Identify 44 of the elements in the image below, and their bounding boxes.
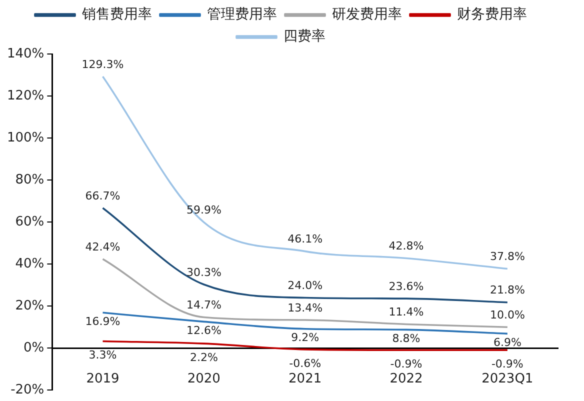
legend-label: 销售费用率 bbox=[81, 6, 152, 23]
y-tick-label: 140% bbox=[6, 46, 44, 62]
y-tick-label: 100% bbox=[6, 130, 44, 146]
data-label: 21.8% bbox=[490, 284, 525, 297]
x-tick-label: 2022 bbox=[390, 371, 423, 386]
x-tick-label: 2021 bbox=[288, 371, 322, 386]
data-label: 24.0% bbox=[288, 279, 323, 292]
legend-label: 管理费用率 bbox=[207, 6, 277, 23]
legend-label: 财务费用率 bbox=[457, 6, 527, 23]
data-label: 23.6% bbox=[388, 280, 424, 293]
data-label: 8.8% bbox=[392, 332, 420, 346]
x-tick-label: 2020 bbox=[187, 371, 220, 386]
data-label: 42.8% bbox=[388, 240, 424, 253]
data-label: 11.4% bbox=[388, 306, 424, 319]
data-label: 37.8% bbox=[490, 250, 525, 264]
data-label: 30.3% bbox=[186, 266, 222, 279]
data-label: -0.9% bbox=[491, 357, 524, 370]
data-label: 9.2% bbox=[291, 331, 320, 344]
data-label: 6.9% bbox=[493, 336, 522, 350]
y-tick-label: -20% bbox=[10, 382, 44, 398]
data-label: -0.6% bbox=[289, 356, 322, 370]
y-tick-label: 120% bbox=[6, 88, 44, 104]
data-label: 129.3% bbox=[82, 58, 124, 71]
data-label: 66.7% bbox=[85, 189, 120, 202]
data-label: 13.4% bbox=[288, 301, 323, 314]
data-label: 42.4% bbox=[85, 240, 120, 254]
y-tick-label: 20% bbox=[15, 298, 44, 314]
y-tick-label: 40% bbox=[15, 256, 44, 272]
data-label: 16.9% bbox=[85, 315, 120, 328]
data-label: -0.9% bbox=[390, 357, 422, 370]
data-label: 59.9% bbox=[186, 204, 222, 217]
legend-label: 研发费用率 bbox=[332, 6, 402, 23]
data-label: 3.3% bbox=[88, 348, 117, 362]
legend-label: 四费率 bbox=[284, 28, 326, 45]
x-tick-label: 2019 bbox=[86, 371, 120, 386]
data-label: 10.0% bbox=[490, 308, 525, 322]
data-label: 46.1% bbox=[288, 232, 323, 246]
y-tick-label: 60% bbox=[15, 214, 44, 230]
x-tick-label: 2023Q1 bbox=[482, 371, 534, 386]
data-label: 2.2% bbox=[190, 350, 218, 364]
y-tick-label: 0% bbox=[24, 340, 44, 356]
data-label: 12.6% bbox=[186, 324, 222, 338]
y-tick-label: 80% bbox=[15, 172, 44, 188]
data-label: 14.7% bbox=[186, 298, 222, 312]
